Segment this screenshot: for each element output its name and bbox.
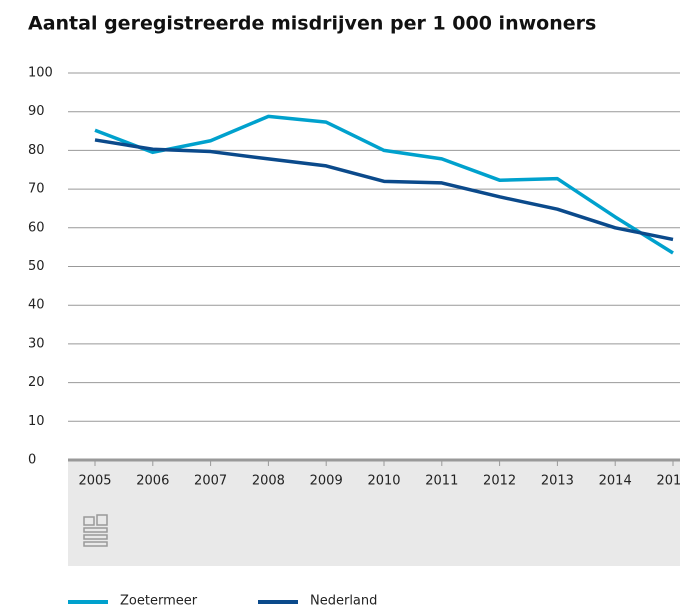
y-tick-label: 40: [28, 298, 45, 313]
x-tick-label: 2008: [252, 474, 285, 489]
x-tick-label: 2011: [425, 474, 458, 489]
y-tick-label: 10: [28, 414, 45, 429]
legend-label: Nederland: [310, 594, 377, 609]
cbs-logo: [83, 514, 108, 547]
y-tick-label: 60: [28, 220, 45, 235]
y-tick-label: 50: [28, 259, 45, 274]
series-line: [94, 138, 674, 242]
x-tick-label: 2006: [136, 474, 169, 489]
x-tick-label: 2015: [656, 474, 680, 489]
x-tick-label: 2013: [541, 474, 574, 489]
chart-title: Aantal geregistreerde misdrijven per 1 0…: [28, 13, 596, 35]
x-tick-label: 2014: [599, 474, 632, 489]
y-tick-label: 80: [28, 143, 45, 158]
x-tick-label: 2007: [194, 474, 227, 489]
x-tick-label: 2012: [483, 474, 516, 489]
y-tick-label: 30: [28, 336, 45, 351]
legend-label: Zoetermeer: [120, 594, 198, 609]
y-tick-label: 90: [28, 104, 45, 119]
x-tick-label: 2010: [367, 474, 400, 489]
x-tick-label: 2009: [310, 474, 343, 489]
y-tick-label: 70: [28, 182, 45, 197]
axis-band: [68, 460, 680, 566]
x-tick-label: 2005: [78, 474, 111, 489]
y-tick-label: 0: [28, 453, 36, 468]
y-tick-label: 20: [28, 375, 45, 390]
y-tick-label: 100: [28, 66, 53, 81]
series-line: [94, 114, 674, 255]
